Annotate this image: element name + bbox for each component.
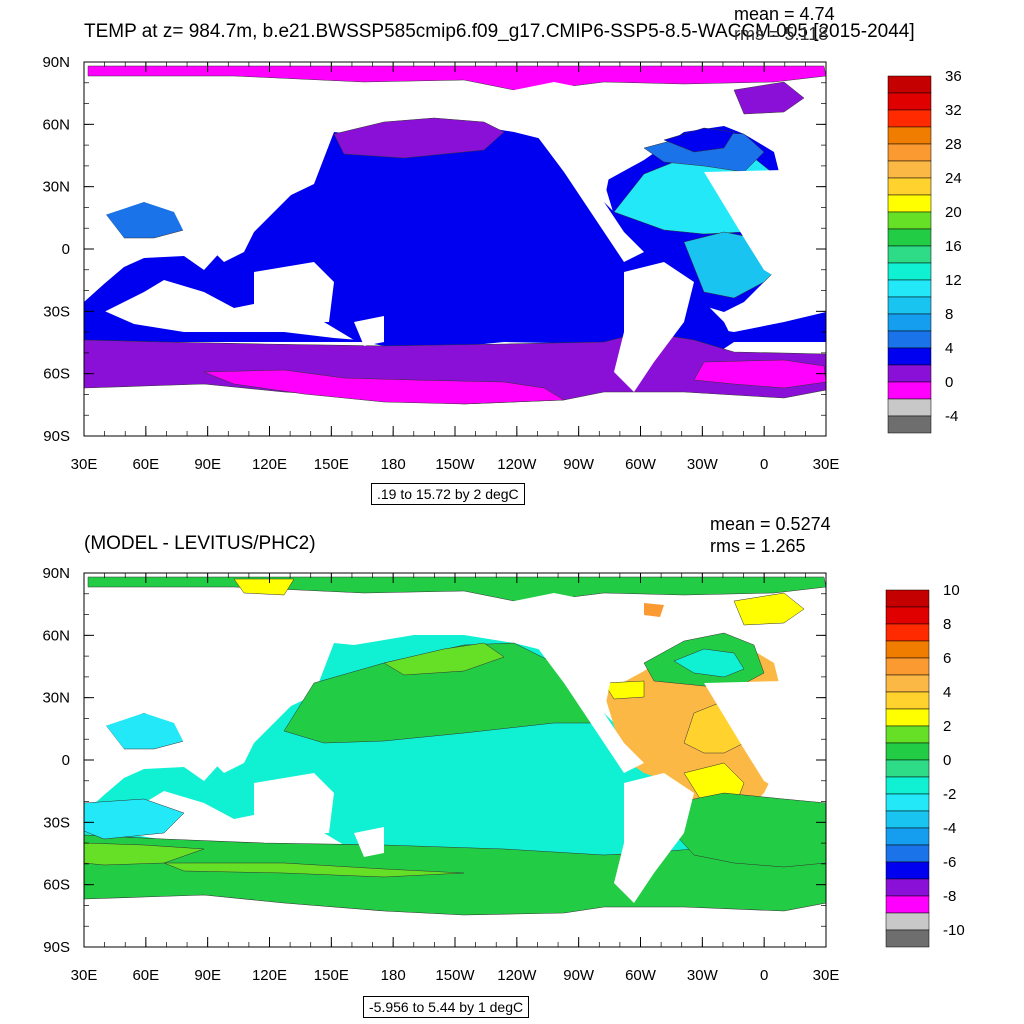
bottom-x-tick-label: 0 bbox=[760, 967, 768, 984]
bottom-colorbar-label: 10 bbox=[943, 582, 960, 599]
bottom-y-tick-label: 0 bbox=[62, 752, 70, 769]
bottom-colorbar-swatch bbox=[885, 793, 930, 812]
top-colorbar-label: 28 bbox=[945, 136, 962, 153]
top-colorbar-label: 0 bbox=[945, 374, 953, 391]
bottom-colorbar-label: -6 bbox=[943, 854, 956, 871]
top-x-tick-label: 60E bbox=[132, 456, 159, 473]
bottom-colorbar-label: -8 bbox=[943, 888, 956, 905]
bottom-colorbar-swatch bbox=[885, 725, 930, 744]
bottom-y-tick-label: 30N bbox=[42, 690, 70, 707]
top-colorbar-label: -4 bbox=[945, 408, 958, 425]
top-x-tick-label: 120E bbox=[252, 456, 287, 473]
bottom-colorbar-swatch bbox=[885, 844, 930, 863]
bottom-colorbar-label: 4 bbox=[943, 684, 951, 701]
bottom-y-tick-label: 60S bbox=[43, 877, 70, 894]
top-colorbar-label: 16 bbox=[945, 238, 962, 255]
bottom-colorbar-label: -2 bbox=[943, 786, 956, 803]
top-x-tick-label: 150W bbox=[435, 456, 475, 473]
bottom-x-tick-label: 180 bbox=[381, 967, 406, 984]
bottom-x-tick-label: 120W bbox=[497, 967, 537, 984]
bottom-x-tick-label: 90E bbox=[194, 967, 221, 984]
top-y-tick-label: 30N bbox=[42, 179, 70, 196]
top-contour-info: .19 to 15.72 by 2 degC bbox=[371, 483, 525, 505]
bottom-y-tick-label: 90S bbox=[43, 939, 70, 956]
bottom-x-tick-label: 90W bbox=[563, 967, 595, 984]
top-x-tick-label: 90E bbox=[194, 456, 221, 473]
top-colorbar-label: 8 bbox=[945, 306, 953, 323]
bottom-colorbar-label: 8 bbox=[943, 616, 951, 633]
bottom-colorbar-swatch bbox=[885, 606, 930, 625]
bottom-colorbar-label: 0 bbox=[943, 752, 951, 769]
bottom-colorbar-label: -10 bbox=[943, 922, 965, 939]
top-x-tick-label: 180 bbox=[381, 456, 406, 473]
top-colorbar-label: 12 bbox=[945, 272, 962, 289]
bottom-y-tick-label: 60N bbox=[42, 627, 70, 644]
bottom-colorbar-swatch bbox=[885, 640, 930, 659]
top-x-tick-label: 90W bbox=[563, 456, 595, 473]
bottom-contour-info: -5.956 to 5.44 by 1 degC bbox=[363, 996, 530, 1018]
top-colorbar-label: 24 bbox=[945, 170, 962, 187]
bottom-colorbar-swatch bbox=[885, 776, 930, 795]
bottom-colorbar-swatch bbox=[885, 691, 930, 710]
top-y-tick-label: 60N bbox=[42, 116, 70, 133]
top-y-tick-label: 90S bbox=[43, 428, 70, 445]
bottom-x-tick-label: 60E bbox=[132, 967, 159, 984]
top-rms: rms = 5.118 bbox=[734, 24, 829, 44]
bottom-mean: mean = 0.5274 bbox=[710, 514, 831, 534]
bottom-x-tick-label: 150W bbox=[435, 967, 475, 984]
bottom-colorbar-swatch bbox=[885, 861, 930, 880]
top-y-tick-label: 60S bbox=[43, 366, 70, 383]
top-x-tick-label: 30E bbox=[813, 456, 840, 473]
bottom-x-tick-label: 120E bbox=[252, 967, 287, 984]
bottom-y-tick-label: 90N bbox=[42, 565, 70, 582]
top-title: TEMP at z= 984.7m, b.e21.BWSSP585cmip6.f… bbox=[84, 21, 915, 42]
bottom-colorbar-swatch bbox=[885, 895, 930, 914]
top-colorbar-label: 32 bbox=[945, 102, 962, 119]
top-y-tick-label: 90N bbox=[42, 54, 70, 71]
bottom-colorbar-swatch bbox=[885, 742, 930, 761]
bottom-colorbar-swatch bbox=[885, 589, 930, 608]
bottom-x-tick-label: 30E bbox=[813, 967, 840, 984]
bottom-colorbar-swatch bbox=[885, 929, 930, 948]
bottom-y-tick-label: 30S bbox=[43, 814, 70, 831]
bottom-colorbar-label: 6 bbox=[943, 650, 951, 667]
top-colorbar-label: 36 bbox=[945, 68, 962, 85]
bottom-colorbar-label: 2 bbox=[943, 718, 951, 735]
bottom-colorbar-swatch bbox=[885, 657, 930, 676]
bottom-x-tick-label: 30E bbox=[71, 967, 98, 984]
top-y-tick-label: 30S bbox=[43, 303, 70, 320]
top-x-tick-label: 30E bbox=[71, 456, 98, 473]
bottom-colorbar-swatch bbox=[885, 674, 930, 693]
bottom-colorbar-swatch bbox=[885, 912, 930, 931]
top-x-tick-label: 150E bbox=[314, 456, 349, 473]
bottom-colorbar-label: -4 bbox=[943, 820, 956, 837]
top-x-tick-label: 0 bbox=[760, 456, 768, 473]
top-x-tick-label: 30W bbox=[687, 456, 719, 473]
top-colorbar-swatch bbox=[887, 415, 932, 434]
top-x-tick-label: 120W bbox=[497, 456, 537, 473]
bottom-colorbar-swatch bbox=[885, 708, 930, 727]
bottom-x-tick-label: 30W bbox=[687, 967, 719, 984]
bottom-title: (MODEL - LEVITUS/PHC2) bbox=[84, 533, 316, 554]
bottom-x-tick-label: 60W bbox=[625, 967, 657, 984]
bottom-colorbar-swatch bbox=[885, 623, 930, 642]
bottom-colorbar-swatch bbox=[885, 759, 930, 778]
bottom-rms: rms = 1.265 bbox=[710, 536, 806, 556]
top-colorbar-label: 4 bbox=[945, 340, 953, 357]
bottom-colorbar-swatch bbox=[885, 827, 930, 846]
bottom-x-tick-label: 150E bbox=[314, 967, 349, 984]
bottom-colorbar-swatch bbox=[885, 810, 930, 829]
top-y-tick-label: 0 bbox=[62, 241, 70, 258]
top-mean: mean = 4.74 bbox=[734, 4, 835, 24]
bottom-colorbar-swatch bbox=[885, 878, 930, 897]
top-x-tick-label: 60W bbox=[625, 456, 657, 473]
top-colorbar-label: 20 bbox=[945, 204, 962, 221]
